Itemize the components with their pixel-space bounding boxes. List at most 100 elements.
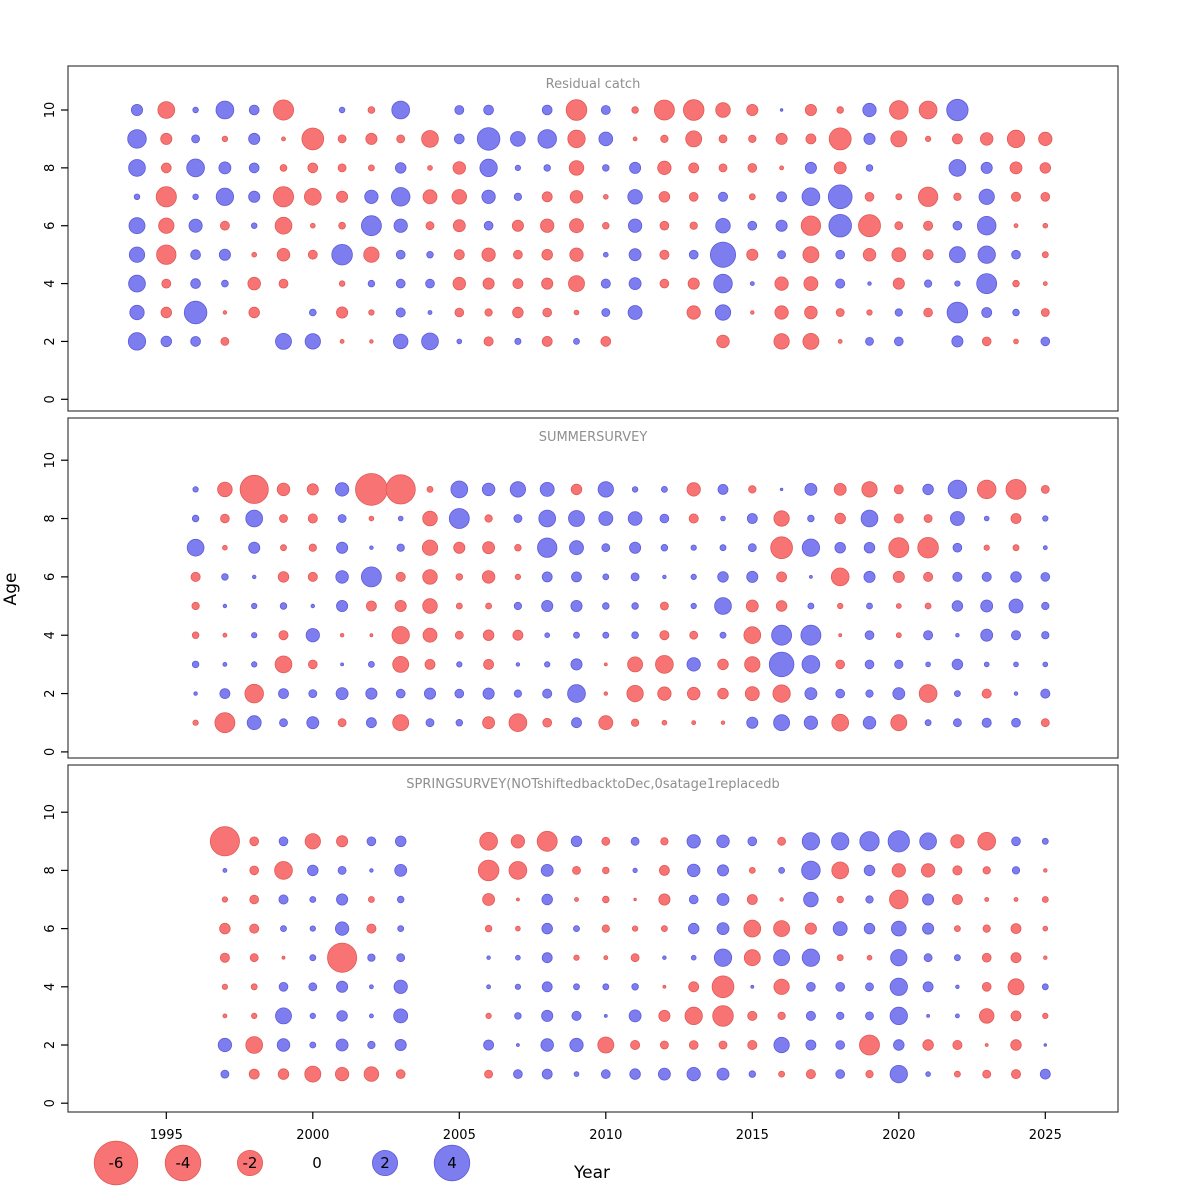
y-tick-label: 4 (43, 983, 58, 991)
residual-bubble (513, 601, 523, 611)
residual-bubble (508, 861, 528, 880)
residual-bubble (569, 1037, 584, 1053)
residual-bubble (209, 826, 240, 857)
residual-bubble (190, 278, 201, 289)
residual-bubble (863, 570, 876, 583)
residual-bubble (367, 164, 375, 172)
residual-bubble (334, 482, 350, 497)
residual-bubble (249, 836, 260, 847)
residual-bubble (1040, 572, 1051, 582)
residual-bubble (747, 543, 757, 553)
residual-bubble (629, 161, 642, 174)
residual-bubble (891, 863, 906, 878)
residual-bubble (631, 925, 639, 932)
residual-bubble (602, 602, 610, 610)
residual-bubble (747, 1040, 758, 1051)
residual-bubble (1039, 162, 1052, 174)
residual-bubble (832, 921, 848, 936)
residual-bubble (482, 629, 495, 641)
residual-bubble (718, 191, 729, 202)
residual-bubble (541, 191, 553, 203)
residual-bubble (1012, 308, 1020, 317)
y-tick-label: 0 (43, 1099, 58, 1107)
y-tick-label: 8 (43, 514, 58, 522)
residual-bubble (544, 661, 551, 668)
residual-bubble (859, 1034, 880, 1056)
residual-bubble (629, 1068, 641, 1080)
residual-bubble (835, 981, 845, 992)
residual-bubble (778, 867, 785, 874)
residual-bubble (660, 601, 669, 611)
residual-bubble (773, 920, 790, 937)
x-tick-label: 2010 (589, 1128, 622, 1143)
residual-bubble (191, 660, 200, 669)
residual-bubble (309, 896, 317, 903)
residual-bubble (918, 684, 938, 703)
residual-bubble (924, 135, 932, 142)
residual-bubble (658, 1009, 671, 1022)
residual-bubble (1041, 251, 1049, 259)
residual-bubble (923, 307, 933, 318)
residual-bubble (251, 602, 258, 610)
residual-bubble (513, 249, 523, 260)
residual-bubble (776, 191, 787, 203)
residual-bubble (602, 573, 610, 581)
residual-bubble (865, 895, 874, 904)
residual-bubble (923, 953, 933, 963)
residual-bubble (221, 983, 228, 990)
residual-bubble (743, 626, 762, 644)
residual-bubble (597, 481, 614, 498)
residual-bubble (1041, 837, 1049, 845)
residual-bubble (309, 954, 317, 962)
residual-bubble (334, 921, 350, 936)
residual-bubble (1010, 513, 1022, 524)
residual-bubble (630, 572, 640, 582)
residual-bubble (890, 714, 908, 732)
residual-bubble (918, 100, 938, 120)
residual-bubble (455, 602, 463, 610)
residual-bubble (746, 570, 759, 583)
residual-bubble (717, 864, 730, 877)
residual-bubble (716, 893, 730, 906)
residual-bubble (1010, 571, 1022, 583)
residual-bubble (218, 161, 232, 175)
residual-bubble (477, 859, 500, 882)
residual-bubble (570, 483, 583, 496)
residual-bubble (451, 189, 468, 205)
x-tick-label: 2020 (882, 1128, 915, 1143)
residual-bubble (836, 954, 844, 962)
residual-bubble (191, 134, 201, 144)
residual-bubble (980, 161, 993, 174)
residual-bubble (540, 864, 554, 877)
residual-bubble (979, 1008, 995, 1024)
residual-bubble (685, 130, 703, 148)
residual-bubble (573, 337, 580, 345)
residual-bubble (571, 1010, 582, 1021)
residual-bubble (806, 981, 816, 992)
residual-bubble (309, 1012, 316, 1020)
residual-bubble (452, 219, 466, 233)
residual-bubble (279, 718, 288, 728)
residual-bubble (654, 99, 675, 121)
residual-bubble (750, 310, 755, 315)
residual-bubble (865, 1011, 874, 1021)
residual-bubble (334, 1067, 350, 1082)
residual-bubble (955, 1013, 960, 1019)
residual-bubble (1040, 484, 1050, 494)
residual-bubble (628, 248, 642, 262)
residual-bubble (831, 832, 850, 851)
residual-bubble (862, 102, 877, 118)
residual-bubble (954, 925, 961, 932)
panel-frame-summer (67, 417, 1119, 759)
residual-bubble (160, 132, 173, 145)
residual-bubble (923, 220, 934, 231)
residual-bubble (954, 690, 961, 697)
residual-bubble (1011, 836, 1021, 847)
residual-bubble (1042, 515, 1049, 522)
residual-bubble (661, 719, 668, 726)
residual-bubble (627, 511, 643, 526)
residual-bubble (602, 631, 610, 639)
residual-bubble (980, 599, 994, 613)
residual-bubble (422, 598, 438, 614)
